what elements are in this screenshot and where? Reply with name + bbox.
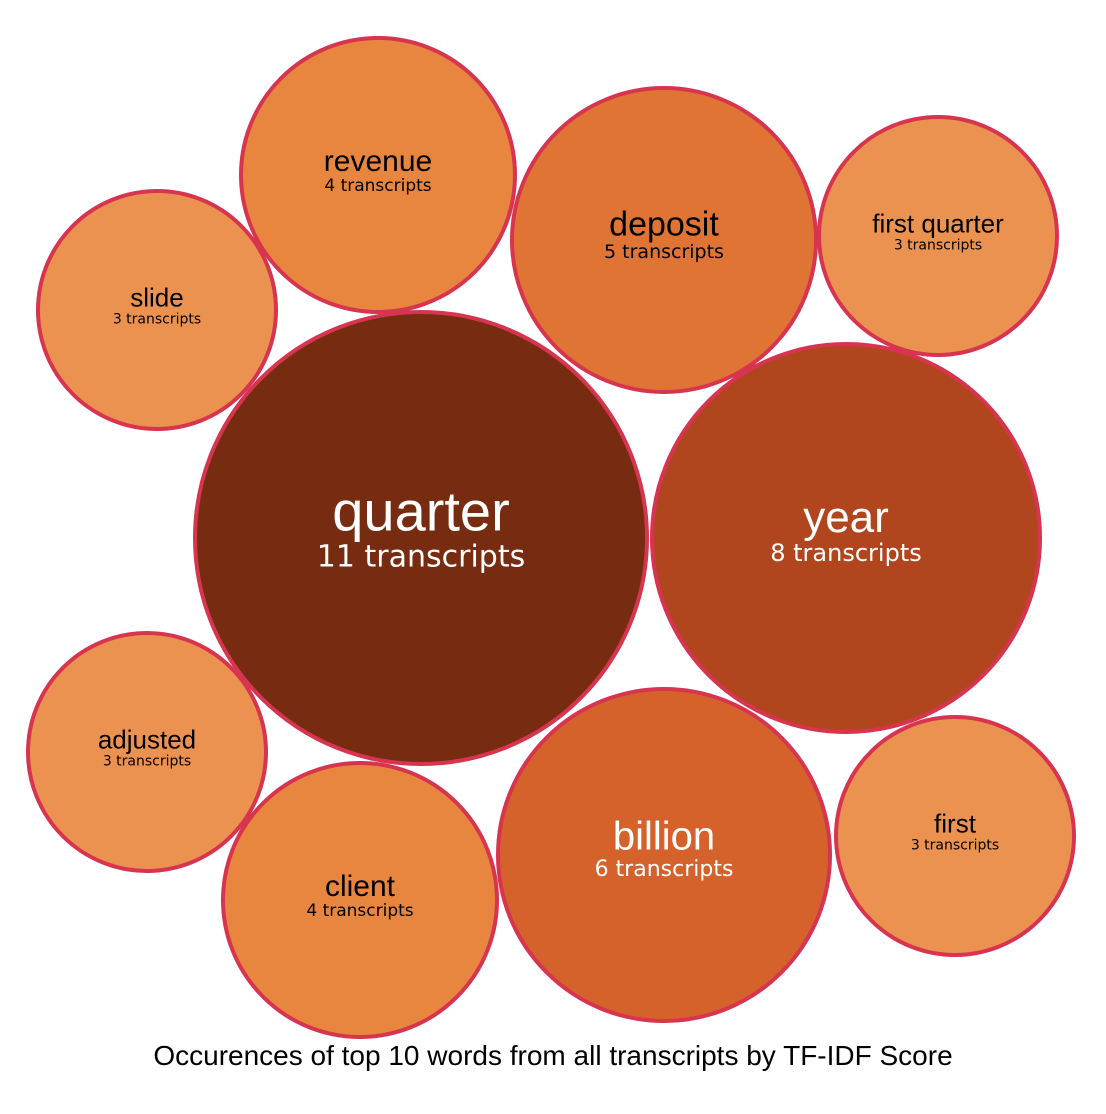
bubble-circle-client — [221, 761, 499, 1039]
bubble-word-deposit: deposit — [609, 205, 719, 243]
bubble-word-adjusted: adjusted — [98, 725, 196, 755]
bubble-count-client: 4 transcripts — [306, 901, 413, 921]
bubble-circle-adjusted — [26, 631, 268, 873]
bubble-word-quarter: quarter — [332, 480, 509, 543]
bubble-circle-quarter — [193, 310, 649, 766]
bubble-count-first-quarter: 3 transcripts — [894, 237, 982, 253]
bubble-word-billion: billion — [613, 815, 715, 859]
bubble-count-year: 8 transcripts — [770, 539, 921, 567]
bubble-count-adjusted: 3 transcripts — [103, 753, 191, 769]
bubble-word-client: client — [325, 870, 396, 903]
bubble-circle-first — [834, 715, 1076, 957]
chart-caption: Occurences of top 10 words from all tran… — [153, 1040, 953, 1071]
bubble-circle-billion — [496, 687, 832, 1023]
bubble-circle-first-quarter — [817, 115, 1059, 357]
bubble-count-billion: 6 transcripts — [595, 857, 734, 882]
bubble-count-deposit: 5 transcripts — [604, 241, 724, 263]
bubble-word-first: first — [934, 809, 977, 839]
bubble-word-revenue: revenue — [324, 145, 432, 178]
bubble-word-first-quarter: first quarter — [872, 209, 1004, 239]
bubble-word-slide: slide — [130, 283, 183, 313]
bubble-count-revenue: 4 transcripts — [324, 176, 431, 196]
bubble-count-first: 3 transcripts — [911, 837, 999, 853]
bubble-count-quarter: 11 transcripts — [317, 540, 525, 575]
bubble-count-slide: 3 transcripts — [113, 311, 201, 327]
bubble-circle-revenue — [239, 36, 517, 314]
bubble-word-year: year — [803, 493, 889, 542]
bubble-circle-slide — [36, 189, 278, 431]
bubble-circle-deposit — [510, 86, 818, 394]
bubble-circle-year — [650, 342, 1042, 734]
